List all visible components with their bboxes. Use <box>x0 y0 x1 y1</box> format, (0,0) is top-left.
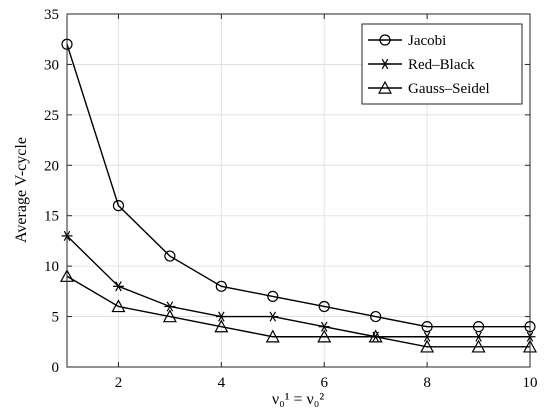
plot-frame <box>66 13 531 368</box>
legend-label: Jacobi <box>408 33 446 49</box>
data-point <box>472 321 485 333</box>
data-point <box>473 331 485 342</box>
data-point <box>471 339 486 353</box>
y-tick-label: 5 <box>52 310 60 326</box>
series-line <box>66 44 530 328</box>
asterisk-stroke <box>166 301 174 312</box>
data-point <box>164 301 176 312</box>
data-point <box>111 299 126 313</box>
y-tick-label: 25 <box>44 108 59 124</box>
series-red-black <box>61 230 536 342</box>
y-tick-label: 0 <box>52 360 60 376</box>
data-point <box>112 281 124 292</box>
series-line <box>66 235 530 338</box>
data-point <box>267 311 279 322</box>
y-tick-label: 10 <box>44 259 59 275</box>
legend-marker <box>377 80 393 94</box>
legend-item-red-black: Red–Black <box>368 57 475 73</box>
asterisk-stroke <box>381 58 389 70</box>
data-point <box>370 310 382 323</box>
x-tick-label: 8 <box>423 375 431 391</box>
series-jacobi <box>61 38 536 333</box>
asterisk-stroke <box>269 311 277 322</box>
legend-label: Gauss–Seidel <box>408 81 490 97</box>
data-point <box>215 311 227 322</box>
legend-item-gauss-seidel: Gauss–Seidel <box>368 80 490 97</box>
y-tick-label: 30 <box>44 57 59 73</box>
data-point <box>318 321 330 332</box>
data-point <box>317 329 332 343</box>
y-axis-label: Average V-cycle <box>13 137 30 243</box>
y-tick-label: 20 <box>44 158 59 174</box>
x-tick-label: 6 <box>320 375 328 391</box>
series-gauss-seidel <box>59 268 538 353</box>
y-tick-label: 35 <box>44 7 59 23</box>
data-point <box>421 331 433 342</box>
asterisk-stroke <box>218 311 225 322</box>
y-tick-label: 15 <box>44 209 59 225</box>
x-tick-label: 4 <box>218 375 226 391</box>
asterisk-stroke <box>423 331 431 342</box>
data-point <box>162 309 177 323</box>
x-axis-label: ν₀¹ = ν₀² <box>272 391 324 408</box>
data-point <box>112 200 125 212</box>
series-line <box>66 275 530 348</box>
data-point <box>368 329 383 343</box>
legend-marker <box>379 34 391 46</box>
data-point <box>421 321 433 333</box>
asterisk-stroke <box>320 321 328 332</box>
data-point <box>164 250 176 262</box>
data-point <box>420 339 435 353</box>
legend: Jacobi Red–Black Gauss–Seidel <box>361 23 523 105</box>
data-point <box>265 329 280 343</box>
data-point <box>267 290 279 302</box>
axis-ticks: 2 4 6 8 10 0 5 10 15 20 25 30 35 <box>44 7 538 391</box>
x-tick-label: 10 <box>523 375 538 391</box>
legend-label: Red–Black <box>408 57 475 73</box>
legend-item-jacobi: Jacobi <box>368 33 446 49</box>
legend-marker <box>379 58 391 70</box>
data-point <box>214 319 229 333</box>
data-point <box>318 300 330 313</box>
asterisk-stroke <box>115 281 122 292</box>
series-layer <box>59 38 538 353</box>
asterisk-stroke <box>475 331 482 342</box>
x-tick-label: 2 <box>115 375 123 391</box>
data-point <box>215 280 227 292</box>
